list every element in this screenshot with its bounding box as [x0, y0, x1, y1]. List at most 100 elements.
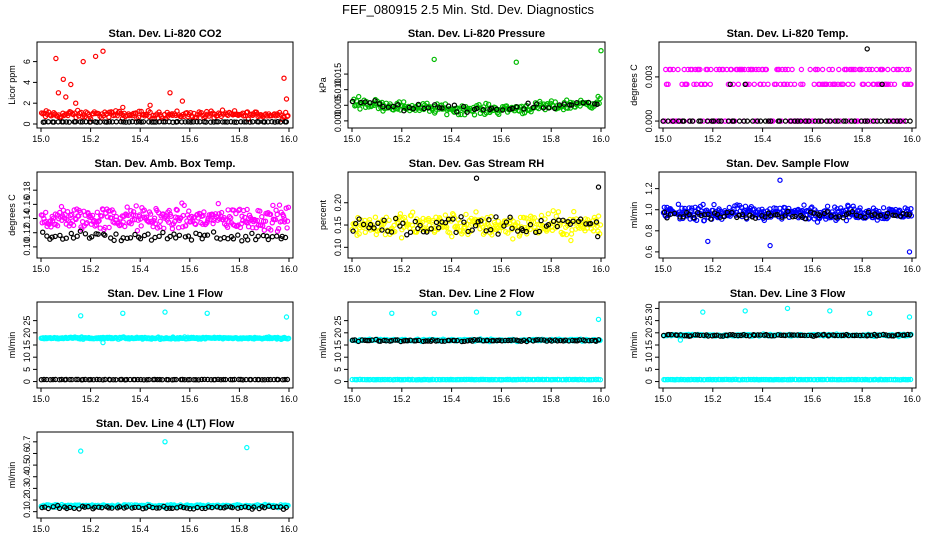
data-point — [145, 231, 151, 237]
data-point — [283, 96, 290, 102]
data-point — [137, 235, 144, 242]
data-point — [597, 222, 604, 228]
data-point — [843, 118, 849, 124]
data-point — [677, 337, 684, 343]
data-point — [56, 377, 63, 383]
data-point — [367, 100, 373, 106]
y-tick-label: 0.010 — [333, 78, 343, 101]
data-point — [698, 212, 704, 219]
data-point — [675, 66, 681, 73]
plot-frame — [36, 301, 294, 389]
y-tick-label: 30 — [644, 303, 654, 313]
data-point — [94, 209, 101, 215]
data-point — [501, 223, 507, 229]
data-point — [274, 233, 280, 239]
data-point — [410, 209, 416, 215]
data-point — [260, 218, 267, 224]
y-tick-label: 0.16 — [22, 196, 32, 214]
data-point — [229, 377, 236, 383]
data-point — [862, 118, 868, 124]
data-point — [742, 203, 749, 209]
data-point — [828, 213, 834, 219]
data-point — [782, 66, 789, 73]
data-point — [815, 66, 821, 73]
data-point — [554, 338, 561, 344]
data-point — [598, 48, 604, 54]
data-point — [230, 236, 237, 242]
data-point — [100, 48, 106, 54]
x-tick-label: 15.8 — [542, 134, 560, 144]
data-point — [141, 214, 147, 220]
data-point — [431, 310, 437, 316]
plot-frame — [36, 431, 294, 519]
data-point — [849, 208, 856, 215]
data-point — [879, 377, 885, 383]
y-tick-label: 0 — [644, 379, 654, 384]
data-point — [686, 211, 692, 218]
y-tick-label: 0.15 — [333, 216, 343, 234]
data-point — [741, 118, 747, 124]
data-point — [350, 228, 356, 234]
panel-title: Stan. Dev. Line 4 (LT) Flow — [96, 418, 235, 430]
x-tick-label: 15.8 — [853, 394, 871, 404]
data-point — [789, 376, 796, 383]
data-point — [113, 231, 119, 237]
data-point — [265, 236, 271, 243]
data-point — [569, 102, 575, 108]
data-point — [809, 204, 815, 210]
data-point — [110, 377, 117, 383]
data-point — [816, 212, 823, 219]
data-point — [272, 216, 279, 223]
y-tick-label: 10 — [333, 352, 343, 362]
data-point — [890, 66, 897, 73]
data-point — [439, 338, 445, 344]
data-point — [739, 211, 746, 218]
data-point — [530, 338, 536, 344]
data-point — [486, 223, 493, 230]
x-tick-label: 15.0 — [32, 524, 50, 534]
y-tick-label: 20 — [333, 328, 343, 338]
data-point — [192, 221, 199, 228]
data-point — [461, 219, 467, 225]
data-point — [767, 212, 774, 219]
data-point — [597, 377, 604, 383]
data-point — [96, 376, 103, 383]
data-point — [196, 231, 203, 238]
plot-frame — [36, 41, 294, 129]
data-point — [349, 98, 356, 105]
data-point — [474, 337, 481, 343]
y-tick-label: 5 — [333, 367, 343, 372]
data-point — [361, 376, 367, 383]
data-point — [163, 505, 170, 512]
data-point — [541, 337, 547, 343]
panel-7: Stan. Dev. Line 1 Flow 15.0 15.2 15.4 15.6 15… — [7, 288, 298, 404]
data-point — [692, 332, 698, 338]
data-point — [867, 310, 873, 316]
data-point — [885, 81, 891, 88]
y-tick-label: 0.7 — [22, 436, 32, 449]
data-point — [503, 219, 510, 225]
data-point — [855, 118, 861, 124]
data-point — [802, 332, 808, 339]
data-point — [595, 316, 602, 323]
data-point — [177, 504, 184, 510]
data-point — [488, 105, 495, 111]
data-point — [415, 101, 422, 108]
y-axis-label: kPa — [318, 77, 328, 93]
y-tick-label: 1.0 — [644, 203, 654, 216]
data-point — [687, 118, 693, 124]
data-point — [906, 249, 913, 255]
data-point — [281, 219, 288, 225]
data-point — [53, 55, 59, 62]
data-point — [413, 338, 419, 344]
data-point — [134, 227, 141, 234]
data-point — [43, 209, 49, 216]
x-tick-label: 15.2 — [704, 394, 722, 404]
data-point — [876, 81, 883, 88]
data-point — [742, 308, 748, 314]
data-point — [782, 118, 789, 124]
data-point — [90, 377, 97, 383]
data-point — [39, 504, 45, 511]
data-point — [502, 337, 508, 344]
data-point — [805, 216, 812, 222]
